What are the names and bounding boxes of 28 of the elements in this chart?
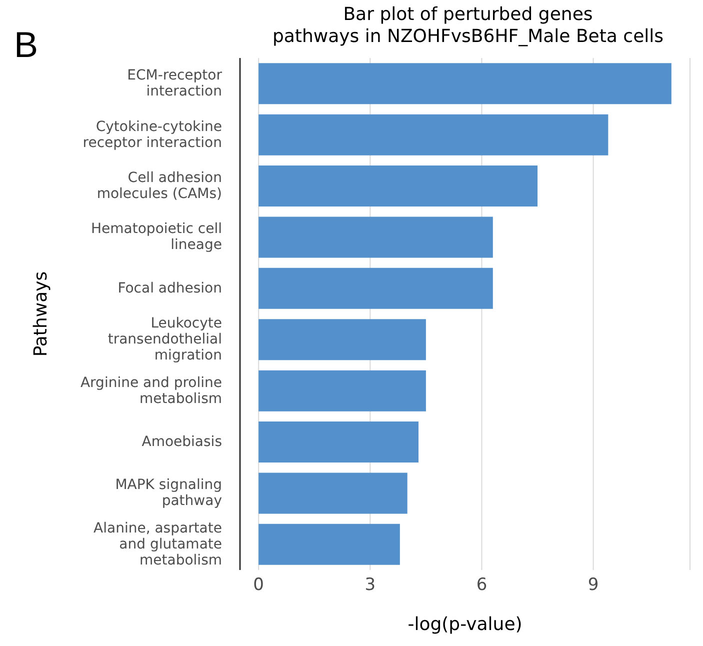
y-tick-label: Cell adhesion molecules (CAMs)	[96, 170, 222, 202]
bar	[258, 166, 538, 207]
bar	[258, 422, 419, 463]
y-tick-label: MAPK signaling pathway	[115, 477, 222, 510]
chart-title: Bar plot of perturbed genes pathways in NZOHFvsB6HF_Male Beta cells	[271, 4, 665, 48]
y-tick-label: Focal adhesion	[118, 280, 222, 296]
x-tick-label: 3	[364, 575, 376, 596]
bar	[258, 524, 400, 565]
bar	[258, 472, 408, 514]
x-tick-label: 0	[253, 575, 264, 596]
bar	[258, 63, 672, 104]
x-tick-label: 6	[476, 575, 488, 596]
x-tick-label: 9	[588, 575, 599, 596]
bar	[258, 216, 493, 258]
y-tick-label: Arginine and proline metabolism	[80, 374, 222, 407]
bar	[258, 319, 426, 360]
bar	[258, 268, 493, 309]
x-axis-title: -log(p-value)	[408, 614, 522, 635]
y-tick-label: Alanine, aspartate and glutamate metabolism	[94, 520, 222, 568]
text: B	[14, 24, 38, 66]
y-tick-label: ECM-receptor interaction	[127, 68, 222, 100]
y-tick-label: Amoebiasis	[142, 434, 222, 450]
bar	[258, 114, 608, 156]
bar	[258, 370, 426, 412]
y-axis-title: Pathways	[30, 271, 52, 357]
y-tick-label: Cytokine-cytokine receptor interaction	[82, 118, 222, 151]
y-tick-label: Leukocyte transendothelial migration	[108, 316, 222, 364]
y-tick-label: Hematopoietic cell lineage	[91, 221, 222, 254]
